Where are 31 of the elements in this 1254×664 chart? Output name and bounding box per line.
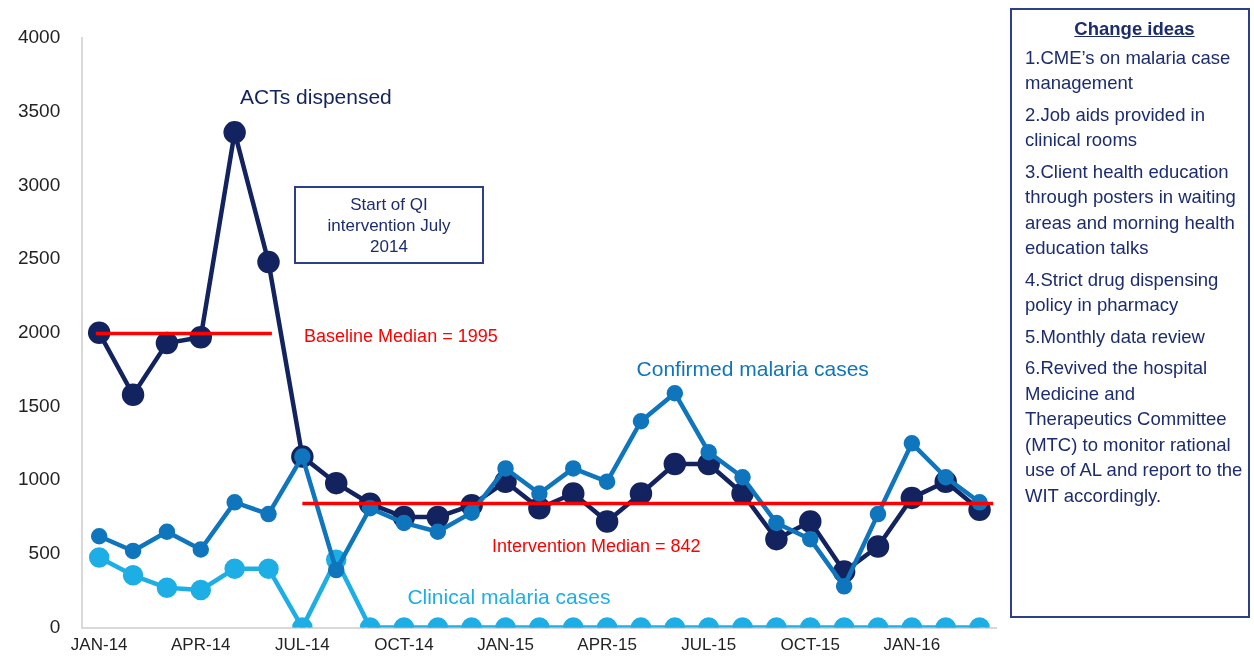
x-tick-label: JUL-14 bbox=[274, 635, 330, 655]
x-tick-label: JUL-15 bbox=[681, 635, 737, 655]
y-tick-label: 1500 bbox=[17, 394, 61, 416]
text: 3.Client health education through posters in waiting areas and morning health education talks bbox=[1025, 159, 1237, 260]
ref-line-label: Intervention Median = 842 bbox=[491, 536, 701, 557]
x-tick-label: OCT-15 bbox=[780, 635, 841, 655]
x-tick-label: JAN-15 bbox=[477, 635, 534, 655]
x-tick-label: JAN-16 bbox=[883, 635, 941, 655]
y-tick-label: 0 bbox=[49, 615, 61, 637]
y-tick-label: 1000 bbox=[17, 468, 61, 490]
annotation: Start of QI intervention July 2014 bbox=[294, 186, 484, 264]
y-tick-label: 3500 bbox=[17, 99, 61, 121]
ref-line-label: Baseline Median = 1995 bbox=[304, 325, 498, 346]
text: 2.Job aids provided in clinical rooms bbox=[1025, 102, 1206, 152]
series-label: ACTs dispensed bbox=[240, 85, 392, 109]
text: 6.Revived the hospital Medicine and Therapeutics Committee (MTC) to monitor rational use of AL and report to the WIT accordingly. bbox=[1025, 356, 1244, 508]
text: Change ideas bbox=[1073, 17, 1196, 41]
text: 1.CME’s on malaria case management bbox=[1025, 45, 1232, 95]
y-tick-label: 3000 bbox=[17, 173, 61, 195]
text: 5.Monthly data review bbox=[1025, 324, 1206, 349]
y-tick-label: 2500 bbox=[17, 247, 61, 269]
x-tick-label: APR-15 bbox=[577, 635, 637, 655]
x-tick-label: JAN-14 bbox=[70, 635, 128, 655]
x-tick-label: APR-14 bbox=[171, 635, 231, 655]
y-tick-label: 4000 bbox=[17, 26, 61, 48]
series-label: Clinical malaria cases bbox=[407, 584, 611, 608]
x-tick-label: OCT-14 bbox=[374, 635, 434, 655]
y-tick-label: 500 bbox=[28, 542, 61, 564]
series-label: Confirmed malaria cases bbox=[636, 357, 869, 381]
y-tick-label: 2000 bbox=[17, 321, 61, 343]
text: 4.Strict drug dispensing policy in pharmacy bbox=[1025, 267, 1220, 317]
